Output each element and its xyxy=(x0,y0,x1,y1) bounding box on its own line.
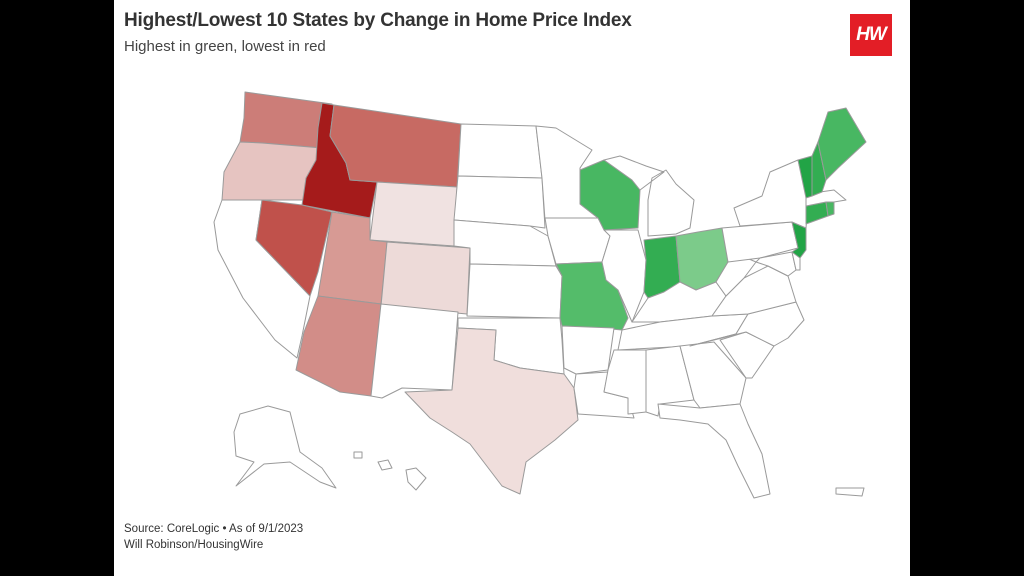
state-WY xyxy=(369,181,458,247)
chart-title: Highest/Lowest 10 States by Change in Ho… xyxy=(124,10,632,31)
state-TX xyxy=(404,327,579,495)
state-HI xyxy=(353,451,427,491)
state-NY xyxy=(733,159,809,229)
state-CO xyxy=(380,241,471,315)
state-MI xyxy=(603,155,695,237)
state-IL xyxy=(601,229,647,323)
us-states-map xyxy=(213,91,867,499)
chart-subtitle: Highest in green, lowest in red xyxy=(124,38,326,55)
state-RI xyxy=(825,201,835,217)
state-ND xyxy=(457,123,543,179)
state-NH xyxy=(811,141,827,197)
state-MT xyxy=(329,104,462,188)
state-IA xyxy=(544,217,611,265)
housingwire-logo: HW xyxy=(850,14,892,56)
state-NV xyxy=(255,199,333,297)
state-AK xyxy=(233,405,337,489)
state-AZ xyxy=(295,295,382,397)
source-line: Source: CoreLogic • As of 9/1/2023 xyxy=(124,523,304,535)
state-ME xyxy=(817,107,867,181)
state-KS xyxy=(466,263,563,319)
source-note: Source: CoreLogic • As of 9/1/2023 Will … xyxy=(124,521,303,553)
logo-text: HW xyxy=(856,24,887,45)
state-FL xyxy=(657,403,771,499)
credit-line: Will Robinson/HousingWire xyxy=(124,539,264,551)
state-SD xyxy=(453,175,546,229)
state-AR xyxy=(561,325,615,375)
state-NM xyxy=(370,303,459,399)
chart-card: Highest/Lowest 10 States by Change in Ho… xyxy=(114,0,910,576)
state-PR xyxy=(835,487,865,497)
